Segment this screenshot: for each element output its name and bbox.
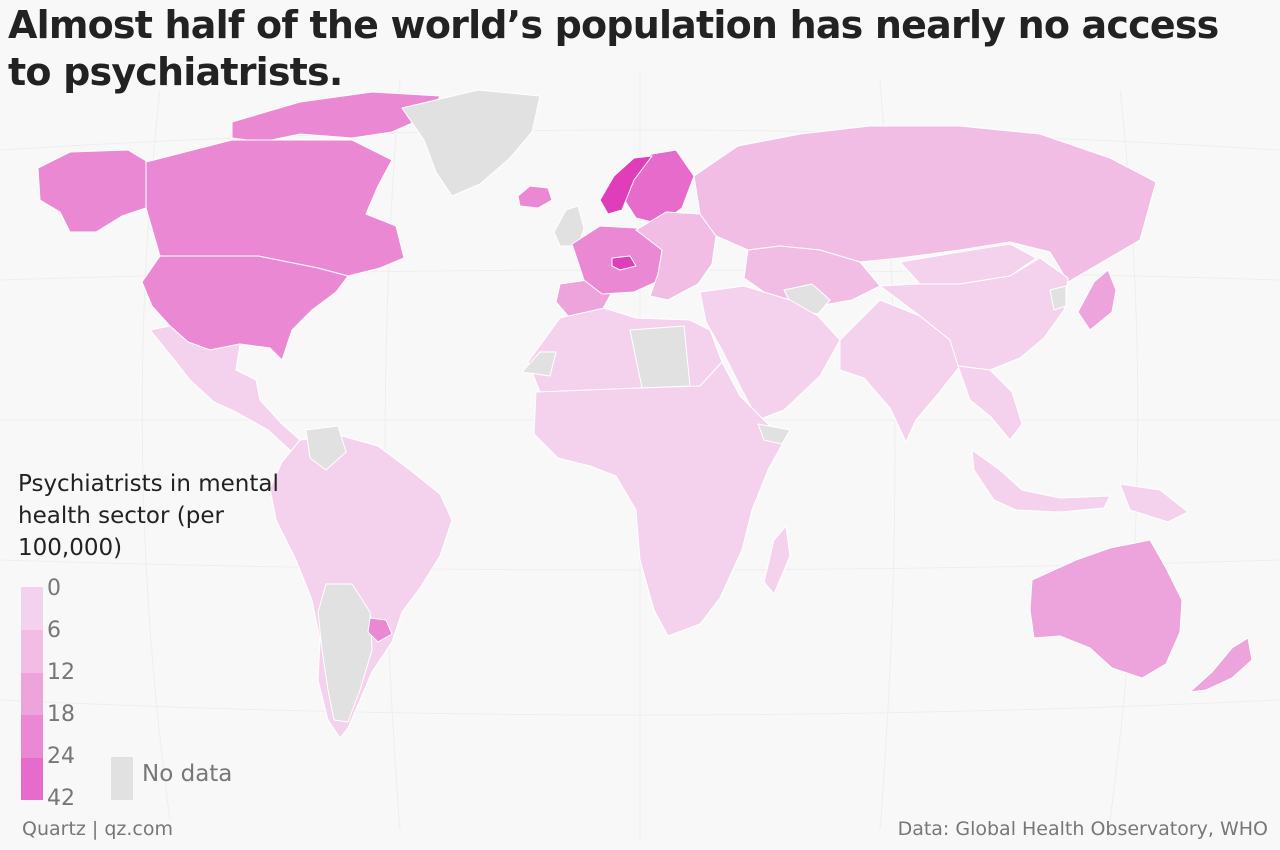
legend-tick: 0 <box>47 576 61 601</box>
region-south-america <box>269 435 453 739</box>
legend-tick: 18 <box>47 702 75 727</box>
region-indonesia <box>971 449 1111 513</box>
region-argentina <box>317 583 373 723</box>
region-uruguay <box>367 617 393 643</box>
region-africa <box>533 361 791 637</box>
footer-source: Data: Global Health Observatory, WHO <box>897 818 1268 840</box>
legend-swatch <box>21 630 43 673</box>
legend-no-data-label: No data <box>142 761 233 787</box>
region-japan <box>1077 269 1117 331</box>
region-norway <box>599 155 653 215</box>
region-mexico-central-america <box>149 325 301 453</box>
footer-credit: Quartz | qz.com <box>22 818 174 840</box>
region-madagascar <box>763 525 791 595</box>
legend-swatch <box>21 673 43 715</box>
legend-tick: 42 <box>47 786 75 811</box>
region-korea <box>1049 285 1067 311</box>
region-eastern-europe <box>635 211 717 301</box>
region-kazakhstan-central-asia <box>743 245 881 307</box>
region-usa <box>141 255 349 361</box>
region-venezuela <box>305 425 347 471</box>
legend-tick: 12 <box>47 660 75 685</box>
region-switzerland <box>611 255 637 271</box>
region-india-south-asia <box>839 299 961 443</box>
legend-swatch <box>21 587 43 630</box>
legend-tick: 24 <box>47 744 75 769</box>
region-western-sahara <box>521 351 557 377</box>
region-australia <box>1029 539 1183 679</box>
region-north-africa <box>527 307 723 393</box>
legend-title: Psychiatrists in mental health sector (p… <box>18 471 279 561</box>
region-middle-east <box>699 285 841 421</box>
region-papua-new-guinea <box>1119 483 1189 523</box>
region-china <box>879 257 1069 371</box>
legend-swatch <box>21 715 43 758</box>
region-iceland <box>517 185 553 209</box>
legend-tick: 6 <box>47 618 61 643</box>
legend-swatch <box>21 758 43 800</box>
region-southeast-asia <box>957 365 1023 441</box>
region-alaska <box>37 149 149 233</box>
region-greenland <box>401 89 541 197</box>
region-somalia <box>757 423 791 445</box>
legend-no-data-swatch <box>111 757 133 800</box>
chart-title: Almost half of the world’s population ha… <box>8 3 1219 94</box>
region-new-zealand <box>1189 637 1253 693</box>
